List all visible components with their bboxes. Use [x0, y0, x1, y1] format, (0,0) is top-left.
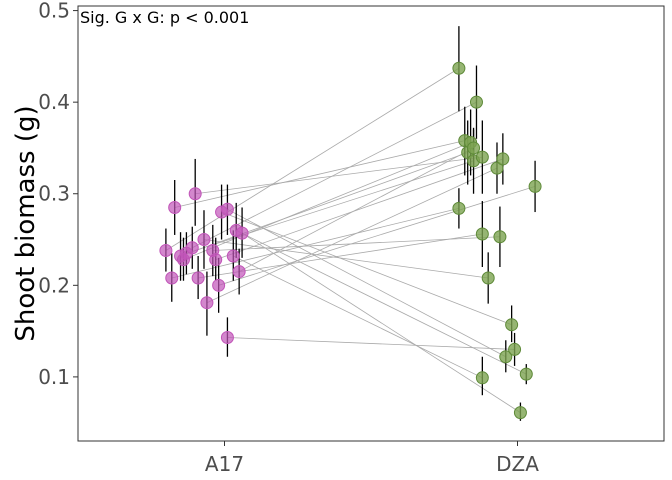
- point-dza-17: [475, 371, 489, 385]
- point-a17-6: [185, 241, 199, 255]
- connector-line-18: [236, 230, 527, 375]
- point-a17-9: [197, 233, 211, 247]
- plot-panel-border: [77, 5, 665, 442]
- connector-line-12: [215, 158, 503, 261]
- connector-line-7: [195, 156, 483, 195]
- point-a17-10: [200, 296, 214, 310]
- connector-line-9: [203, 239, 489, 279]
- y-tick-label-1: 0.2: [38, 273, 70, 297]
- connector-line-16: [227, 337, 515, 350]
- connector-line-3: [180, 152, 468, 257]
- x-tick-label-1: DZA: [496, 452, 539, 476]
- point-a17-12: [209, 253, 223, 267]
- connector-line-11: [212, 236, 500, 251]
- connector-line-0: [165, 67, 460, 251]
- point-dza-10: [490, 161, 504, 175]
- point-a17-0: [159, 244, 173, 258]
- y-axis-title: Shoot biomass (g): [11, 105, 41, 341]
- y-tick-label-2: 0.3: [38, 182, 70, 206]
- connector-line-20: [241, 232, 521, 413]
- connector-line-1: [171, 208, 459, 279]
- x-axis: A17 DZA: [205, 441, 539, 476]
- connector-line-19: [238, 147, 474, 272]
- data-points: [159, 61, 542, 420]
- point-a17-2: [168, 200, 182, 214]
- connector-line-4: [183, 142, 471, 261]
- connector-lines: [165, 67, 536, 413]
- point-a17-17: [226, 249, 240, 263]
- point-dza-11: [493, 230, 507, 244]
- connector-line-6: [192, 101, 477, 249]
- point-a17-1: [165, 271, 179, 285]
- point-dza-12: [496, 152, 510, 166]
- point-dza-14: [505, 318, 519, 332]
- y-axis: 0.1 0.2 0.3 0.4 0.5: [38, 0, 78, 389]
- point-dza-1: [452, 201, 466, 215]
- point-dza-18: [519, 367, 533, 381]
- significance-annotation: Sig. G x G: p < 0.001: [80, 8, 249, 27]
- y-tick-label-0: 0.1: [38, 365, 70, 389]
- connector-line-10: [206, 167, 498, 304]
- point-dza-13: [528, 179, 542, 193]
- point-dza-15: [499, 350, 513, 364]
- x-tick-label-0: A17: [205, 452, 244, 476]
- point-dza-8: [475, 227, 489, 241]
- point-a17-13: [212, 278, 226, 292]
- error-bars: [165, 26, 536, 421]
- point-dza-7: [475, 150, 489, 164]
- y-tick-label-4: 0.5: [38, 0, 70, 23]
- connector-line-14: [221, 211, 512, 326]
- connector-line-2: [174, 140, 465, 208]
- y-tick-label-3: 0.4: [38, 90, 70, 114]
- point-a17-7: [188, 187, 202, 201]
- point-dza-16: [508, 342, 522, 356]
- point-dza-20: [513, 406, 527, 420]
- point-a17-15: [220, 202, 234, 216]
- point-a17-20: [235, 226, 249, 240]
- point-dza-6: [469, 95, 483, 109]
- connector-line-15: [227, 208, 506, 358]
- point-a17-16: [220, 331, 234, 345]
- point-a17-19: [232, 265, 246, 279]
- point-dza-9: [481, 271, 495, 285]
- point-a17-8: [191, 271, 205, 285]
- connector-line-5: [186, 160, 474, 254]
- point-dza-19: [467, 141, 481, 155]
- connector-line-17: [233, 255, 483, 379]
- point-dza-0: [452, 61, 466, 75]
